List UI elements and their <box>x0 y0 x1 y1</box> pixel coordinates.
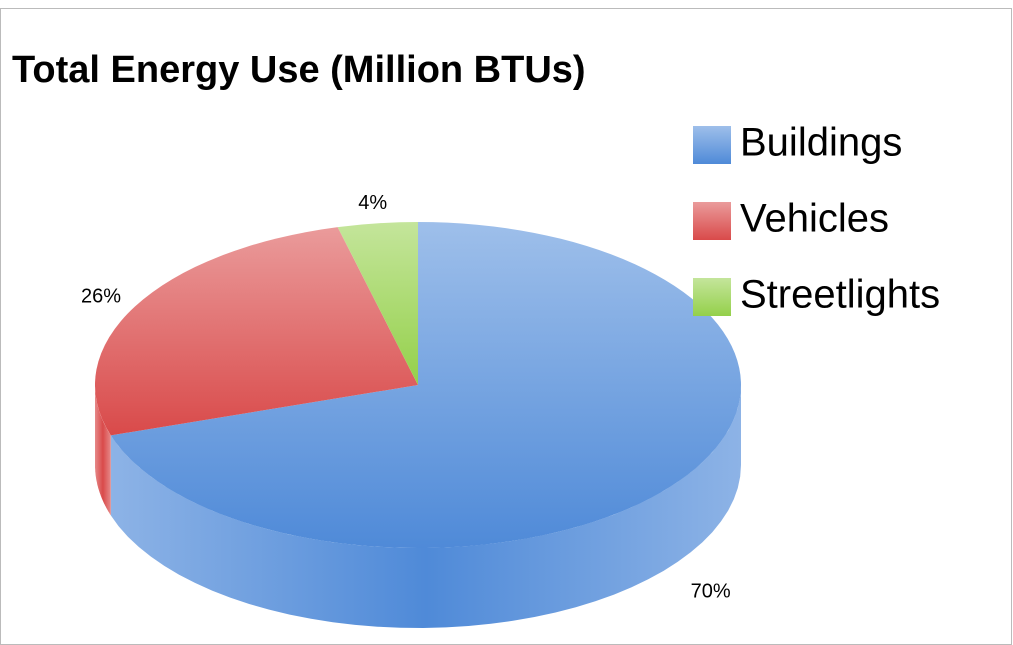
legend-swatch <box>693 202 731 240</box>
slice <box>110 222 742 548</box>
data-label: 4% <box>358 192 387 214</box>
legend-label: Vehicles <box>740 197 889 241</box>
slice <box>337 222 418 385</box>
data-label: 26% <box>81 285 121 307</box>
legend-label: Streetlights <box>740 273 940 317</box>
chart-title: Total Energy Use (Million BTUs) <box>12 49 586 91</box>
slice <box>94 227 418 436</box>
data-label: 70% <box>691 581 731 603</box>
legend-swatch <box>693 126 731 164</box>
legend-label: Buildings <box>740 121 902 165</box>
legend-swatch <box>693 278 731 316</box>
slice-side <box>95 385 111 516</box>
slice-side <box>110 385 742 628</box>
